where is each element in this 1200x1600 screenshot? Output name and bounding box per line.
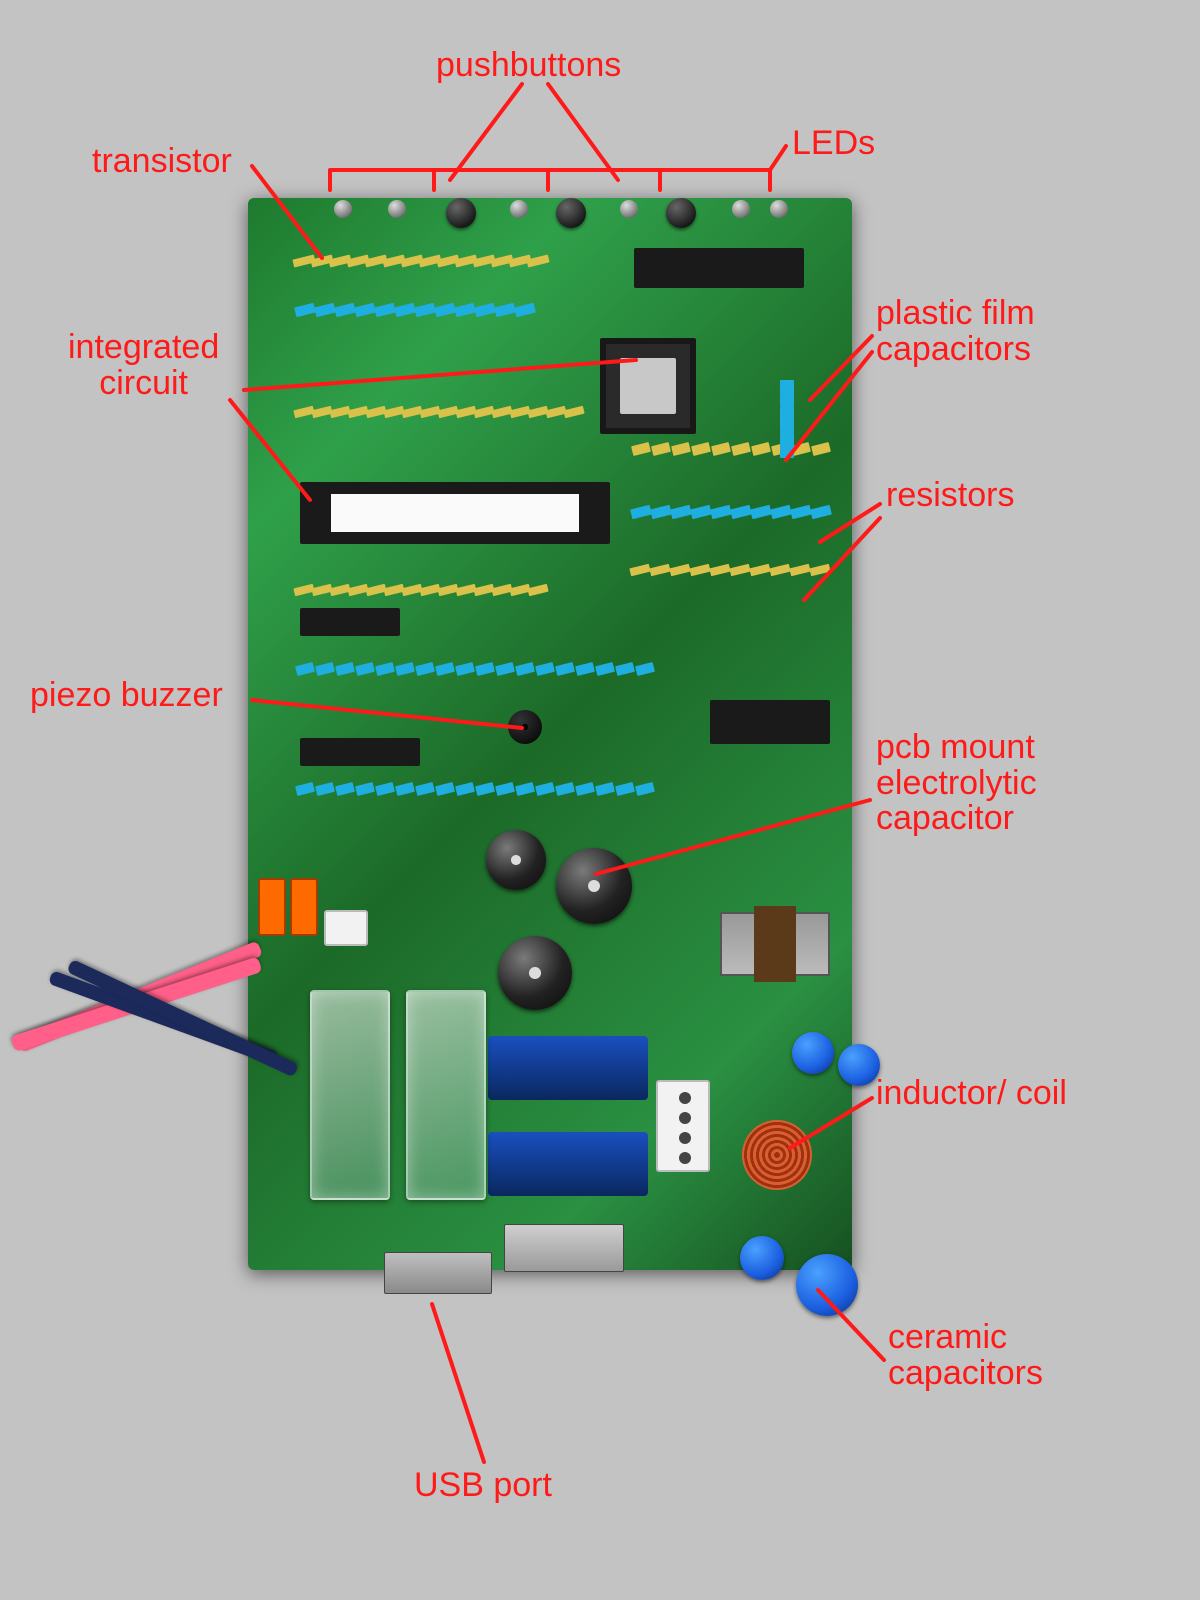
smd-component: [780, 432, 794, 458]
led: [732, 200, 750, 218]
fuse: [258, 878, 286, 936]
label-resistors: resistors: [886, 478, 1014, 514]
label-ceramic: ceramic capacitors: [888, 1320, 1043, 1391]
relay: [488, 1132, 648, 1196]
piezo-buzzer: [508, 710, 542, 744]
led: [770, 200, 788, 218]
label-inductor: inductor/ coil: [876, 1076, 1067, 1112]
smd-component: [780, 406, 794, 432]
pushbutton: [666, 198, 696, 228]
clear-relay: [406, 990, 486, 1200]
chip: [634, 248, 804, 288]
connector-small: [324, 910, 368, 946]
fuse: [290, 878, 318, 936]
connector-pin-hole: [679, 1112, 691, 1124]
label-leds: LEDs: [792, 126, 875, 162]
usb-port: [384, 1252, 492, 1294]
label-transistor: transistor: [92, 144, 232, 180]
led: [620, 200, 638, 218]
clear-relay: [310, 990, 390, 1200]
label-ic: integrated circuit: [68, 330, 219, 401]
led: [388, 200, 406, 218]
ceramic-capacitor: [792, 1032, 834, 1074]
chip: [710, 700, 830, 744]
pushbutton: [446, 198, 476, 228]
relay-grey: [504, 1224, 624, 1272]
ceramic-capacitor: [796, 1254, 858, 1316]
chip: [300, 482, 610, 544]
transformer: [720, 912, 830, 976]
connector-4pin: [656, 1080, 710, 1172]
ceramic-capacitor: [838, 1044, 880, 1086]
chip: [600, 338, 696, 434]
connector-pin-hole: [679, 1092, 691, 1104]
electrolytic-capacitor: [498, 936, 572, 1010]
connector-pin-hole: [679, 1152, 691, 1164]
label-usb: USB port: [414, 1468, 552, 1504]
smd-component: [780, 380, 794, 406]
ceramic-capacitor: [740, 1236, 784, 1280]
chip-die: [620, 358, 676, 414]
transformer-core: [754, 906, 796, 982]
chip-label-sticker: [331, 494, 579, 531]
label-plastic: plastic film capacitors: [876, 296, 1035, 367]
chip: [300, 608, 400, 636]
buzzer-hole: [522, 724, 527, 729]
electrolytic-capacitor: [556, 848, 632, 924]
led: [510, 200, 528, 218]
connector-pin-hole: [679, 1132, 691, 1144]
relay: [488, 1036, 648, 1100]
pushbutton: [556, 198, 586, 228]
label-piezo: piezo buzzer: [30, 678, 223, 714]
led: [334, 200, 352, 218]
electrolytic-capacitor: [486, 830, 546, 890]
inductor-coil: [742, 1120, 812, 1190]
label-pushbuttons: pushbuttons: [436, 48, 621, 84]
chip: [300, 738, 420, 766]
label-pcbcap: pcb mount electrolytic capacitor: [876, 730, 1037, 837]
